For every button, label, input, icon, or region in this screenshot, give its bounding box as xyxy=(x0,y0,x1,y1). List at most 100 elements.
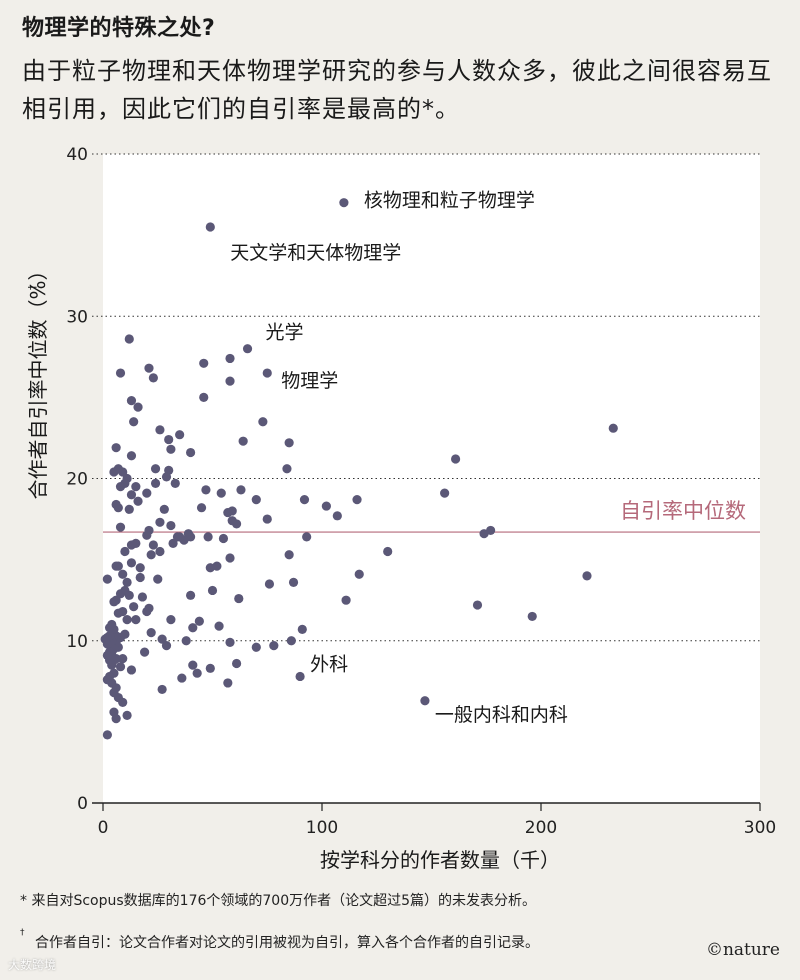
data-point xyxy=(199,392,209,402)
footnote-2-text: 合作者自引：论文合作者对论文的引用被视为自引，算入各个合作者的自引记录。 xyxy=(34,935,539,951)
data-points xyxy=(100,198,618,740)
data-point xyxy=(284,438,294,448)
data-point xyxy=(225,376,235,386)
data-point xyxy=(111,443,121,453)
data-point xyxy=(148,540,158,550)
data-point xyxy=(150,464,161,474)
y-axis-ticks: 0 10 20 30 40 xyxy=(66,145,88,814)
footnote-2: † 合作者自引：论文合作者对论文的引用被视为自引，算入各个合作者的自引记录。 xyxy=(20,928,539,952)
data-point xyxy=(161,641,172,651)
data-point xyxy=(608,423,618,433)
data-point xyxy=(234,593,244,604)
data-point xyxy=(207,585,218,596)
watermark: 大数跨境 xyxy=(8,958,57,972)
data-point xyxy=(102,730,112,740)
data-point xyxy=(104,623,115,633)
scatter-chart: 0 10 20 30 40 0 100 200 300 自引率中位数 核物理和粒子物理学天文学… xyxy=(26,145,776,872)
data-point xyxy=(109,597,119,607)
data-point xyxy=(218,533,229,544)
data-point xyxy=(238,436,248,446)
data-point xyxy=(115,662,126,672)
footnote-1-mark: * xyxy=(20,893,27,909)
footnote-1-text: 来自对Scopus数据库的176个领域的700万作者（论文超过5篇）的未发表分析… xyxy=(31,893,537,909)
data-point xyxy=(262,368,272,378)
data-point xyxy=(155,546,165,557)
data-point xyxy=(146,628,156,638)
data-point xyxy=(126,540,137,550)
data-point xyxy=(159,504,169,514)
data-point xyxy=(129,417,139,427)
data-point xyxy=(109,707,119,717)
data-point xyxy=(205,222,215,232)
x-axis-ticks: 0 100 200 300 xyxy=(98,803,776,838)
data-point xyxy=(126,490,137,500)
data-point xyxy=(440,488,450,498)
data-point xyxy=(186,590,196,600)
data-point xyxy=(341,595,351,605)
data-point xyxy=(223,507,233,518)
page-subtitle: 由于粒子物理和天体物理学研究的参与人数众多，彼此之间很容易互相引用，因此它们的自… xyxy=(22,57,772,123)
data-point xyxy=(188,623,198,633)
data-point xyxy=(242,344,253,354)
grid-lines xyxy=(92,153,760,804)
data-point xyxy=(420,696,430,706)
data-point xyxy=(269,641,279,651)
data-point xyxy=(155,425,165,435)
data-point xyxy=(286,636,296,646)
data-point xyxy=(302,532,312,542)
data-point xyxy=(146,550,156,560)
data-point xyxy=(120,546,130,557)
data-point xyxy=(295,671,305,682)
data-point xyxy=(284,550,294,560)
data-point xyxy=(225,553,235,563)
data-point xyxy=(450,454,461,464)
data-point xyxy=(157,684,167,695)
data-point xyxy=(111,499,121,510)
data-point xyxy=(142,488,152,498)
data-point xyxy=(181,636,191,646)
data-point xyxy=(142,606,152,617)
data-point xyxy=(225,353,235,364)
data-point xyxy=(100,634,110,644)
y-tick-label: 20 xyxy=(66,470,88,490)
data-point xyxy=(188,660,198,670)
data-point xyxy=(102,675,112,685)
data-point xyxy=(109,688,119,698)
data-point xyxy=(164,434,174,445)
data-point xyxy=(227,516,237,526)
data-point xyxy=(155,517,165,527)
data-point xyxy=(236,485,246,495)
data-point xyxy=(472,600,483,610)
y-tick-label: 0 xyxy=(77,794,88,814)
y-axis-label-group: 合作者自引率中位数（%） † xyxy=(26,260,50,499)
data-point xyxy=(262,514,272,524)
data-point xyxy=(225,637,235,647)
data-point xyxy=(194,616,204,626)
annotation-label: 物理学 xyxy=(281,370,338,392)
data-point xyxy=(264,579,275,589)
data-point xyxy=(321,501,331,511)
data-point xyxy=(102,574,112,584)
data-point xyxy=(172,532,183,542)
data-point xyxy=(115,368,126,378)
page-title: 物理学的特殊之处? xyxy=(22,16,216,41)
data-point xyxy=(109,467,119,477)
data-point xyxy=(102,650,112,660)
data-point xyxy=(203,532,213,542)
data-point xyxy=(144,363,154,373)
data-point xyxy=(135,572,145,583)
data-point xyxy=(299,494,310,505)
data-point xyxy=(140,647,150,657)
data-point xyxy=(157,634,167,644)
data-point xyxy=(131,615,141,625)
data-point xyxy=(115,482,126,492)
data-point xyxy=(166,615,176,625)
y-tick-label: 30 xyxy=(66,307,88,327)
data-point xyxy=(177,673,187,683)
median-label: 自引率中位数 xyxy=(620,499,746,523)
data-point xyxy=(142,530,152,540)
annotation-label: 核物理和粒子物理学 xyxy=(364,190,535,212)
data-point xyxy=(166,444,176,454)
data-point xyxy=(115,522,126,532)
